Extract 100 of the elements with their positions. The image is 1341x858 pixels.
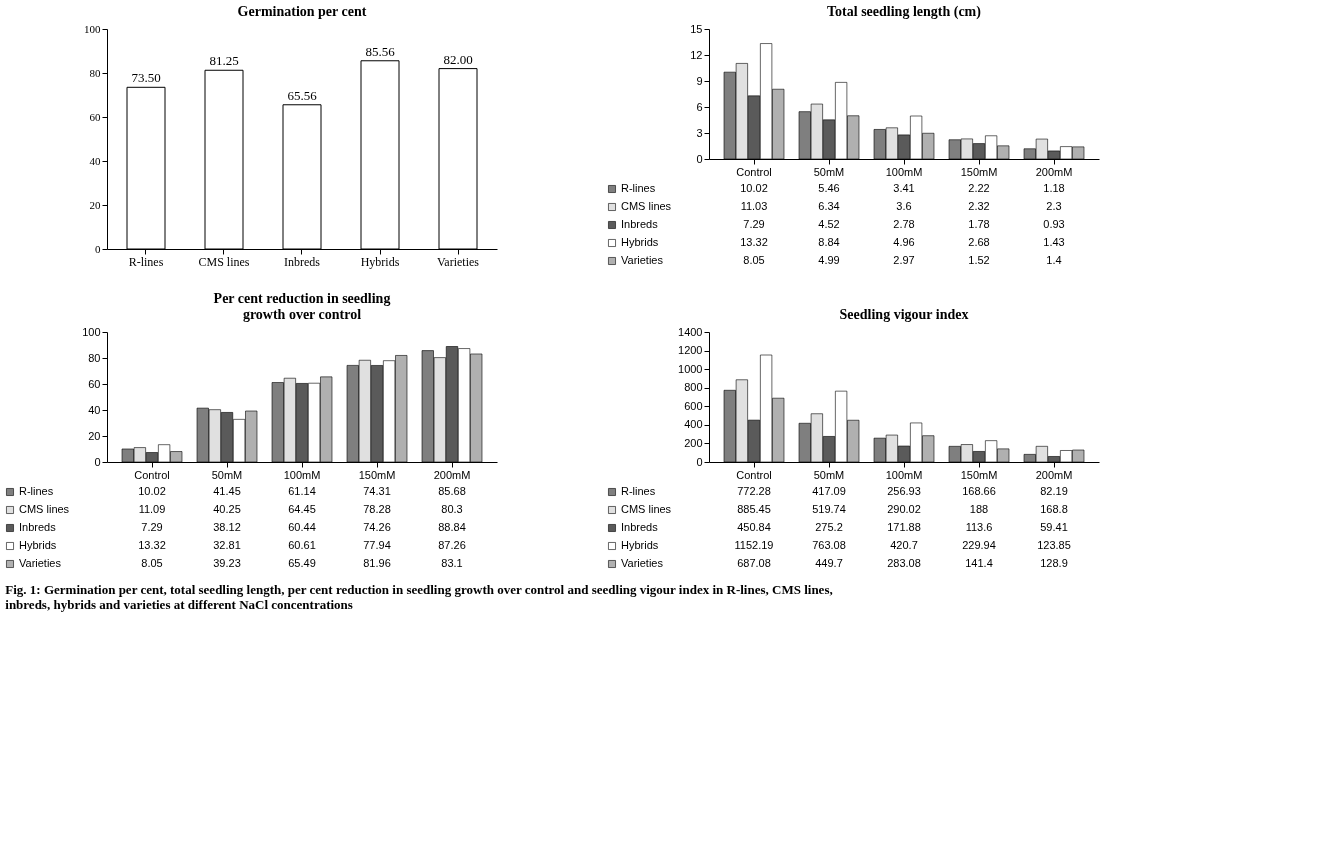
- data-label: 6.34: [818, 200, 840, 212]
- x-tick-label: Hybrids: [360, 254, 400, 269]
- data-label: 1.43: [1043, 236, 1065, 248]
- data-label: 4.52: [818, 218, 840, 230]
- data-label: 687.08: [737, 557, 771, 569]
- data-label: 763.08: [812, 539, 846, 551]
- data-label: 13.32: [740, 236, 768, 248]
- data-label: 2.32: [968, 200, 990, 212]
- data-label: 1.52: [968, 254, 990, 266]
- data-label: 11.03: [740, 200, 768, 212]
- legend-label: Hybrids: [621, 236, 659, 248]
- data-label: 77.94: [363, 539, 391, 551]
- y-tick-label: 400: [684, 418, 703, 431]
- chart-title: Total seedling length (cm): [827, 4, 982, 20]
- data-label: 80.3: [441, 503, 463, 515]
- y-tick-label: 0: [696, 152, 703, 165]
- x-tick-label: 100mM: [283, 468, 321, 481]
- data-label: 7.29: [743, 218, 765, 230]
- data-label: 168.66: [962, 485, 996, 497]
- data-label: 85.68: [438, 485, 466, 497]
- data-label: 38.12: [213, 521, 241, 533]
- y-tick-label: 0: [696, 455, 703, 468]
- x-tick-label: Control: [736, 468, 772, 481]
- y-tick-label: 20: [88, 429, 101, 442]
- data-label: 113.6: [965, 521, 993, 533]
- y-tick-label: 40: [89, 154, 101, 167]
- data-label: 87.26: [438, 539, 466, 551]
- data-label: 0.93: [1043, 218, 1065, 230]
- y-tick-label: 12: [690, 48, 703, 61]
- data-label: 74.31: [363, 485, 391, 497]
- data-label: 60.61: [288, 539, 316, 551]
- data-label: 128.9: [1040, 557, 1068, 569]
- x-tick-label: 200mM: [433, 468, 471, 481]
- legend-label: CMS lines: [621, 200, 672, 212]
- x-tick-label: 200mM: [1035, 165, 1073, 178]
- data-label: 13.32: [138, 539, 166, 551]
- data-label: 64.45: [288, 503, 316, 515]
- data-label: 1152.19: [734, 539, 774, 551]
- data-label: 2.97: [893, 254, 915, 266]
- y-tick-label: 1400: [678, 325, 703, 338]
- data-label: 885.45: [737, 503, 771, 515]
- x-tick-label: 50mM: [211, 468, 243, 481]
- x-tick-label: 100mM: [885, 468, 923, 481]
- data-label: 450.84: [737, 521, 771, 533]
- data-label: 4.99: [818, 254, 840, 266]
- data-label: 78.28: [363, 503, 391, 515]
- data-label: 61.14: [288, 485, 316, 497]
- y-tick-label: 1000: [678, 362, 703, 375]
- caption: Fig. 1: Germination per cent, total seedling length, per cent reduction in seedling growth over control and seedling vigour index in R-lines, CMS lines, inbreds, hybrids and varieties at different NaCl concentrations: [5, 582, 833, 612]
- y-tick-label: 60: [88, 377, 101, 390]
- data-label: 256.93: [887, 485, 921, 497]
- legend-label: R-lines: [19, 485, 54, 497]
- data-label: 11.09: [138, 503, 166, 515]
- data-label: 82.19: [1040, 485, 1068, 497]
- x-tick-label: Control: [736, 165, 772, 178]
- data-label: 420.7: [890, 539, 918, 551]
- data-label: 7.29: [141, 521, 163, 533]
- x-tick-label: Varieties: [437, 254, 480, 269]
- x-tick-label: 50mM: [813, 165, 845, 178]
- data-label: 74.26: [363, 521, 391, 533]
- y-tick-label: 80: [89, 66, 101, 79]
- y-tick-label: 20: [89, 198, 101, 211]
- y-tick-label: 800: [684, 381, 703, 394]
- data-label: 1.18: [1043, 182, 1065, 194]
- y-tick-label: 40: [88, 403, 101, 416]
- x-tick-label: 50mM: [813, 468, 845, 481]
- data-label: 10.02: [740, 182, 768, 194]
- y-tick-label: 9: [696, 74, 703, 87]
- x-tick-label: 200mM: [1035, 468, 1073, 481]
- x-tick-label: 150mM: [358, 468, 396, 481]
- data-label: 123.85: [1037, 539, 1071, 551]
- data-label: 8.05: [743, 254, 765, 266]
- data-label: 1.4: [1046, 254, 1062, 266]
- data-label: 417.09: [812, 485, 846, 497]
- data-label: 1.78: [968, 218, 990, 230]
- data-label: 10.02: [138, 485, 166, 497]
- data-label: 519.74: [812, 503, 846, 515]
- legend-label: R-lines: [621, 485, 656, 497]
- y-tick-label: 600: [684, 399, 703, 412]
- data-label: 65.49: [288, 557, 316, 569]
- legend-label: Inbreds: [19, 521, 57, 533]
- data-label: 32.81: [213, 539, 241, 551]
- chart-title: Germination per cent: [237, 4, 367, 19]
- data-label: 88.84: [438, 521, 466, 533]
- chart-title: Per cent reduction in seedling growth over control: [213, 291, 391, 322]
- data-label: 188: [969, 503, 989, 515]
- data-label: 2.22: [968, 182, 990, 194]
- y-tick-label: 3: [696, 126, 703, 139]
- data-label: 59.41: [1040, 521, 1068, 533]
- y-tick-label: 60: [89, 110, 101, 123]
- x-tick-label: 150mM: [960, 165, 998, 178]
- legend-label: R-lines: [621, 182, 656, 194]
- data-label: 81.96: [363, 557, 391, 569]
- data-label: 73.50: [131, 70, 161, 86]
- x-tick-label: R-lines: [128, 254, 164, 269]
- legend-label: CMS lines: [621, 503, 672, 515]
- legend-label: CMS lines: [19, 503, 70, 515]
- data-label: 65.56: [287, 87, 318, 103]
- y-tick-label: 15: [690, 22, 703, 35]
- legend-label: Inbreds: [621, 218, 659, 230]
